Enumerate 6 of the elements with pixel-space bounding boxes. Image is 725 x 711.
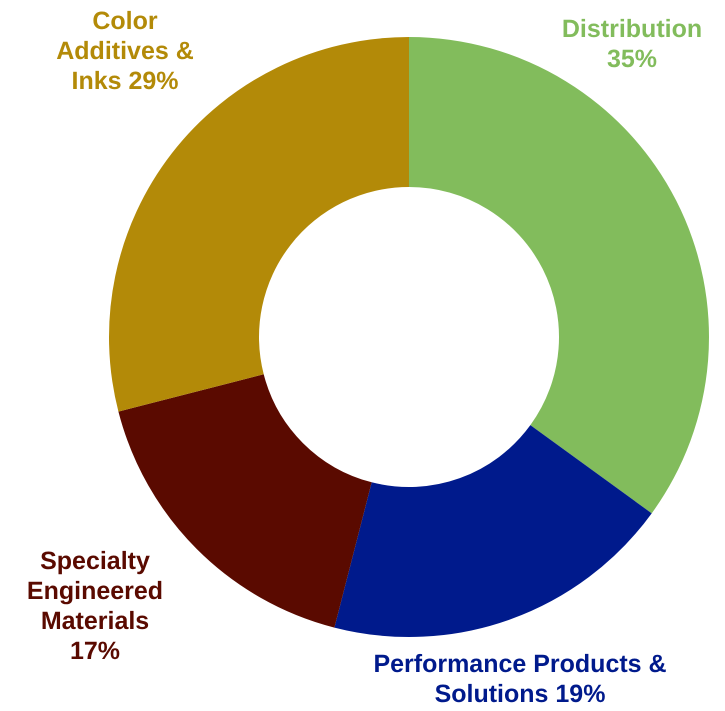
slice-label: Specialty Engineered Materials xyxy=(26,546,164,635)
slice-label: Performance Products & Solutions 19% xyxy=(373,650,667,708)
slice-label: Distribution xyxy=(562,14,702,43)
data-label: 17% xyxy=(70,636,120,665)
data-label: 35% xyxy=(606,44,658,73)
slice-label: Color Additives & Inks 29% xyxy=(56,6,194,95)
